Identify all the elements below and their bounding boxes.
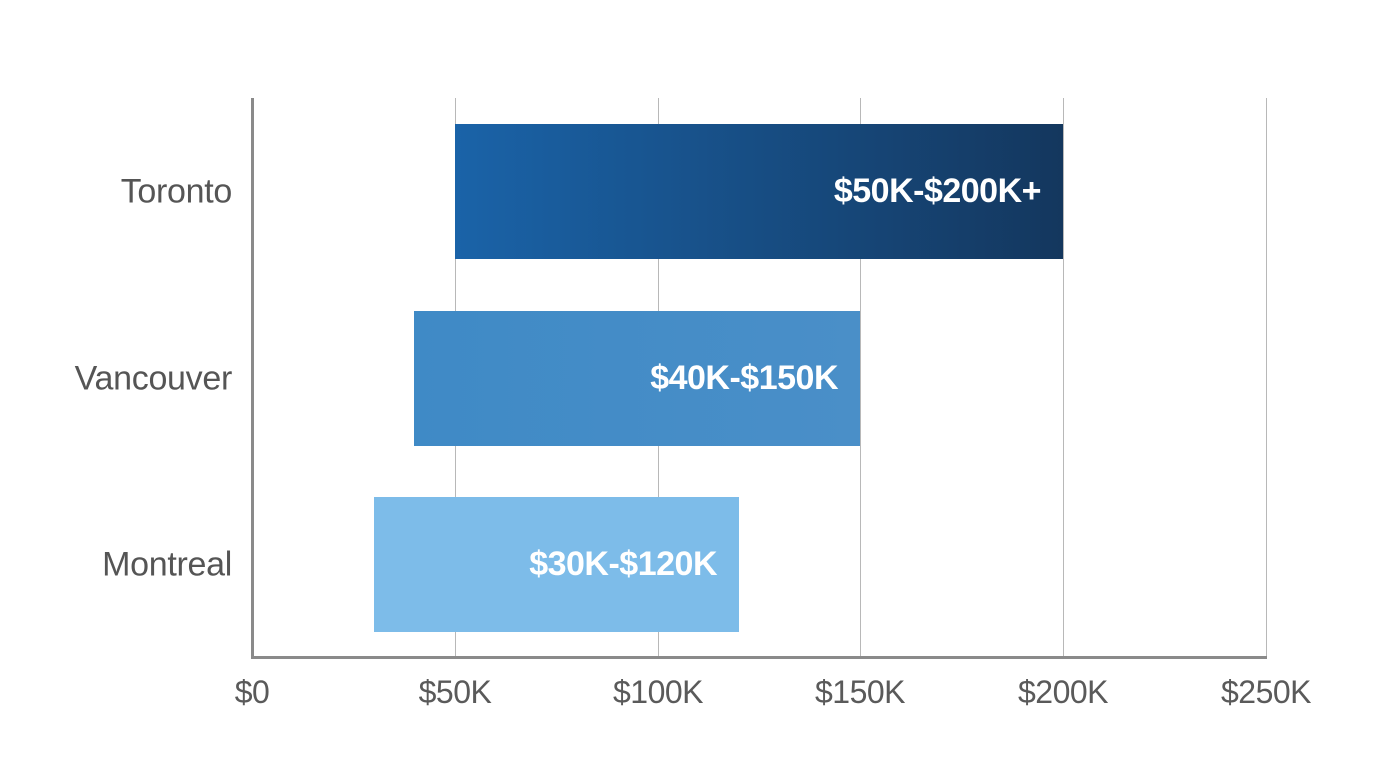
x-tick-label: $200K bbox=[1017, 674, 1109, 710]
category-label: Vancouver bbox=[74, 359, 233, 397]
x-tick-label: $100K bbox=[612, 674, 704, 710]
bar-value-label: $30K-$120K bbox=[529, 545, 717, 583]
bar-montreal: $30K-$120K bbox=[374, 497, 739, 632]
x-tick-label: $250K bbox=[1220, 674, 1312, 710]
bar-toronto: $50K-$200K+ bbox=[455, 124, 1063, 259]
y-axis-line bbox=[251, 98, 254, 659]
x-tick-label: $50K bbox=[418, 674, 492, 710]
x-axis-line bbox=[251, 656, 1267, 659]
x-tick-label: $150K bbox=[814, 674, 906, 710]
bar-value-label: $40K-$150K bbox=[650, 359, 838, 397]
category-label: Montreal bbox=[102, 545, 232, 583]
x-tick-label: $0 bbox=[234, 674, 270, 710]
gridline bbox=[1063, 98, 1064, 658]
category-label: Toronto bbox=[120, 172, 233, 210]
bar-value-label: $50K-$200K+ bbox=[833, 172, 1042, 210]
gridline bbox=[1266, 98, 1267, 658]
gridline bbox=[860, 98, 861, 658]
bar-vancouver: $40K-$150K bbox=[414, 311, 860, 446]
